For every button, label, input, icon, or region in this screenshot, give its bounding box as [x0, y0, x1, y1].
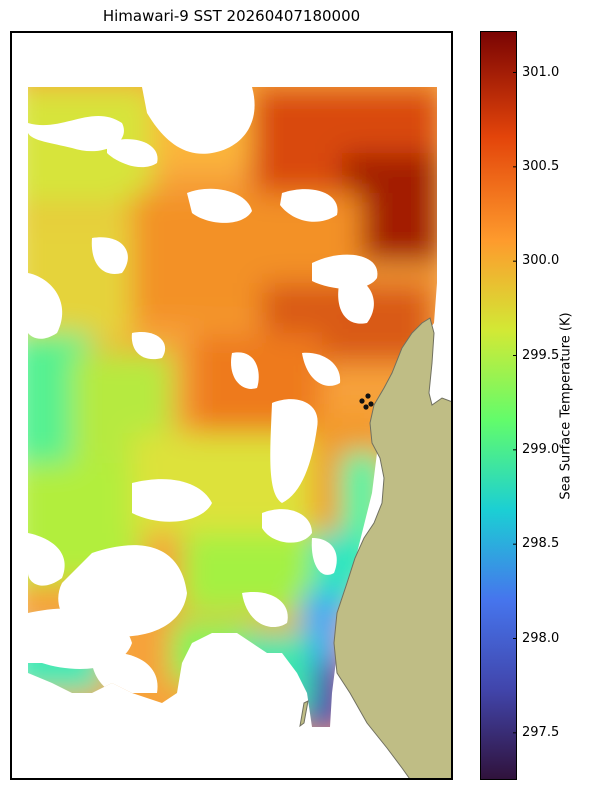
- colorbar-label: Sea Surface Temperature (K): [558, 312, 574, 500]
- coastline-land: [333, 317, 451, 778]
- station-marker: [363, 404, 369, 410]
- map-title: Himawari-9 SST 20260407180000: [102, 7, 361, 25]
- colorbar-tick-label: 300.5: [522, 158, 560, 174]
- colorbar-tick-label: 297.5: [522, 724, 560, 740]
- sst-map-canvas: [12, 33, 451, 778]
- colorbar-tick-label: 301.0: [522, 64, 560, 80]
- sst-map: [10, 31, 453, 780]
- station-markers: [359, 393, 374, 410]
- station-marker: [359, 398, 365, 404]
- colorbar-tick-label: 299.0: [522, 441, 560, 457]
- station-marker: [365, 393, 371, 399]
- sst-field: [28, 87, 437, 727]
- station-marker: [368, 401, 374, 407]
- colorbar-tick-label: 300.0: [522, 253, 560, 269]
- colorbar-tick-label: 298.0: [522, 630, 560, 646]
- colorbar: [480, 31, 517, 780]
- colorbar-tick-label: 299.5: [522, 347, 560, 363]
- colorbar-tick-label: 298.5: [522, 536, 560, 552]
